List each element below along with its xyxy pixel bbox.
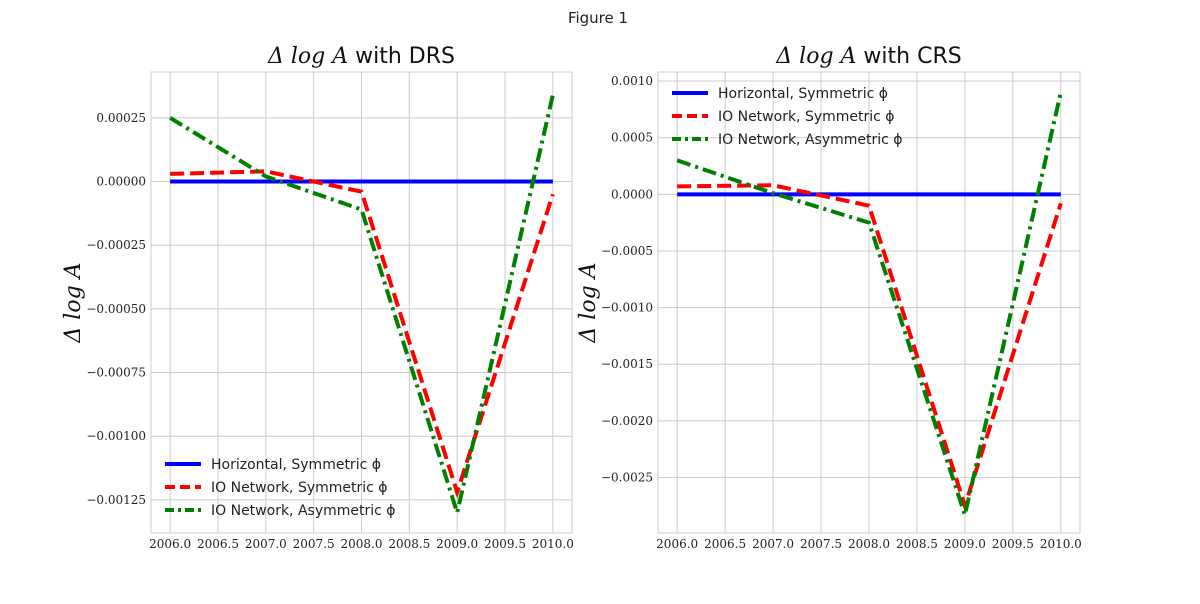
chart-title-math: Δ log A (775, 44, 856, 69)
legend: Horizontal, Symmetric ϕ IO Network, Symme… (165, 457, 396, 519)
y-tick-label: −0.00100 (86, 429, 146, 443)
x-tick-label: 2009.5 (484, 537, 526, 551)
chart-title: Δ log A with DRS (267, 44, 455, 69)
y-tick-label: −0.0025 (601, 470, 653, 484)
x-tick-label: 2008.5 (388, 537, 430, 551)
y-tick-label: −0.00050 (86, 302, 146, 316)
chart-title-text: with CRS (856, 44, 961, 69)
y-tick-label: 0.0000 (611, 187, 653, 201)
x-tick-label: 2006.5 (704, 537, 746, 551)
legend-label-1: Horizontal, Symmetric ϕ (718, 86, 888, 102)
x-tick-label: 2010.0 (532, 537, 574, 551)
x-tick-label: 2007.5 (800, 537, 842, 551)
chart-title: Δ log A with CRS (775, 44, 961, 69)
x-tick-label: 2008.5 (896, 537, 938, 551)
legend-label-2: IO Network, Symmetric ϕ (718, 109, 895, 125)
y-axis-label: Δ log A (576, 262, 601, 343)
legend-label-3: IO Network, Asymmetric ϕ (211, 503, 396, 519)
legend-label-2: IO Network, Symmetric ϕ (211, 480, 388, 496)
x-tick-label: 2009.0 (944, 537, 986, 551)
x-tick-label: 2007.0 (245, 537, 287, 551)
y-tick-label: −0.00025 (86, 238, 146, 252)
x-tick-label: 2008.0 (341, 537, 383, 551)
x-tick-label: 2010.0 (1040, 537, 1082, 551)
y-tick-label: −0.0010 (601, 301, 653, 315)
legend: Horizontal, Symmetric ϕ IO Network, Symme… (672, 86, 903, 148)
y-tick-label: 0.0005 (611, 131, 653, 145)
y-tick-label: 0.00000 (96, 175, 146, 189)
chart-panel-1: 2006.0 2006.5 2007.0 2007.5 2008.0 2008.5 2009… (61, 44, 574, 551)
y-tick-label: 0.00025 (96, 111, 146, 125)
x-tick-label: 2007.5 (293, 537, 335, 551)
x-tick-label: 2009.5 (992, 537, 1034, 551)
x-tick-label: 2009.0 (436, 537, 478, 551)
x-tick-label: 2006.0 (656, 537, 698, 551)
chart-title-math: Δ log A (267, 44, 348, 69)
x-tick-label: 2006.0 (149, 537, 191, 551)
legend-label-1: Horizontal, Symmetric ϕ (211, 457, 381, 473)
y-axis-label: Δ log A (61, 262, 86, 343)
y-tick-label: −0.0020 (601, 414, 653, 428)
y-tick-label: −0.0005 (601, 244, 653, 258)
chart-panel-2: 2006.0 2006.5 2007.0 2007.5 2008.0 2008.5 2009… (576, 44, 1082, 551)
y-tick-label: 0.0010 (611, 74, 653, 88)
x-tick-label: 2008.0 (848, 537, 890, 551)
legend-label-3: IO Network, Asymmetric ϕ (718, 132, 903, 148)
chart-title-text: with DRS (348, 44, 455, 69)
y-tick-label: −0.00125 (86, 493, 146, 507)
y-tick-label: −0.0015 (601, 357, 653, 371)
x-tick-label: 2006.5 (197, 537, 239, 551)
y-tick-label: −0.00075 (86, 366, 146, 380)
x-tick-label: 2007.0 (752, 537, 794, 551)
figure-title: Figure 1 (568, 9, 628, 27)
